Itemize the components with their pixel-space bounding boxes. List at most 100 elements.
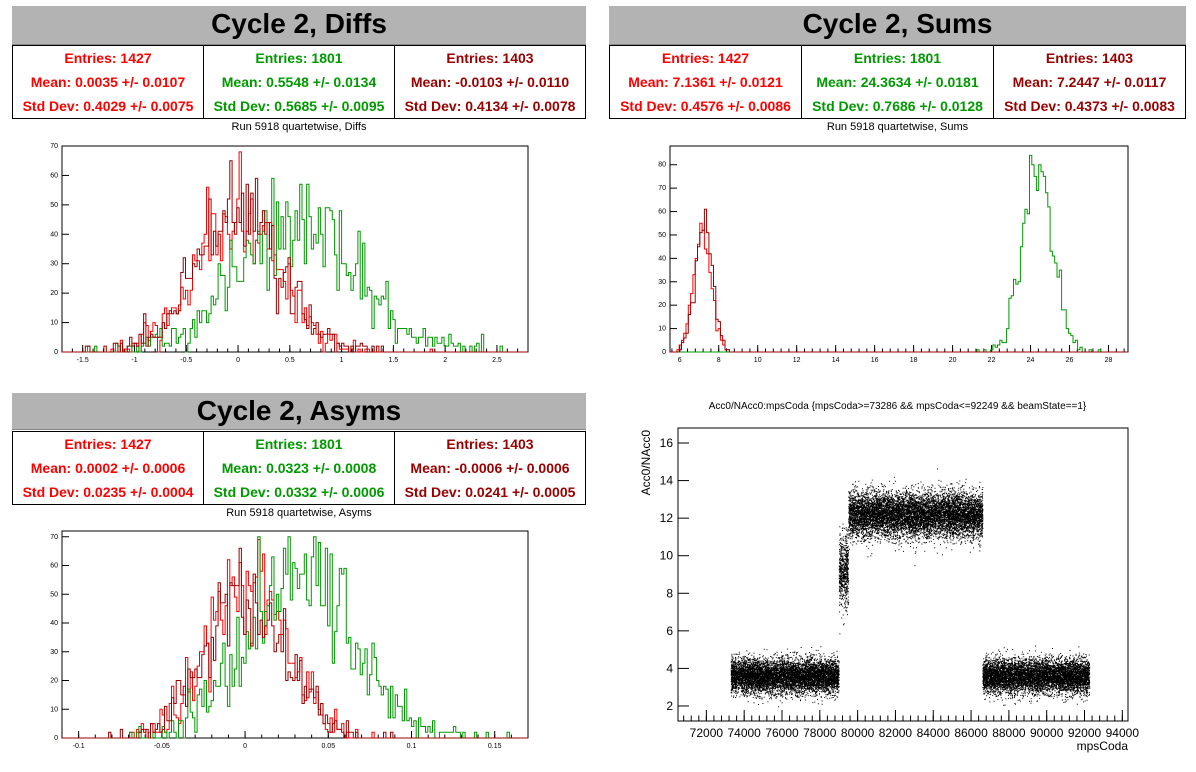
- y-tick-label: 6: [666, 624, 673, 638]
- x-tick-label: 18: [910, 357, 918, 364]
- x-tick-label: 28: [1105, 357, 1113, 364]
- x-tick-label: 8: [717, 357, 721, 364]
- y-tick-label: 10: [658, 326, 666, 333]
- x-tick-label: 22: [988, 357, 996, 364]
- x-tick-label: 10: [754, 357, 762, 364]
- y-tick-label: 2: [666, 699, 673, 713]
- stat-entries-darkred: Entries: 1403: [993, 45, 1186, 70]
- plot-subtitle-diffs: Run 5918 quartetwise, Diffs: [231, 121, 367, 133]
- histogram-series-green: [62, 536, 528, 739]
- y-tick-label: 60: [50, 172, 58, 179]
- y-tick-label: 0: [54, 349, 58, 356]
- y-tick-label: 10: [660, 549, 674, 563]
- stat-mean-red: Mean: 0.0035 +/- 0.0107: [12, 70, 204, 94]
- y-tick-label: 30: [50, 649, 58, 656]
- stat-stddev-red: Std Dev: 0.0235 +/- 0.0004: [12, 480, 204, 505]
- stat-stddev-green: Std Dev: 0.0332 +/- 0.0006: [203, 480, 395, 505]
- x-tick-label: -0.05: [154, 743, 170, 750]
- stats-box-diffs: Entries: 1427 Entries: 1801 Entries: 140…: [12, 45, 586, 119]
- y-tick-label: 4: [666, 661, 673, 675]
- stat-entries-darkred: Entries: 1403: [394, 431, 586, 456]
- y-tick-label: 70: [658, 185, 666, 192]
- y-tick-label: 20: [658, 302, 666, 309]
- x-tick-label: 74000: [727, 726, 761, 740]
- y-tick-label: 40: [658, 255, 666, 262]
- stat-stddev-green: Std Dev: 0.5685 +/- 0.0095: [203, 94, 395, 119]
- stat-stddev-red: Std Dev: 0.4576 +/- 0.0086: [609, 94, 802, 119]
- x-tick-label: 0.1: [407, 743, 417, 750]
- x-tick-label: -1: [131, 357, 137, 364]
- y-tick-label: 0: [662, 349, 666, 356]
- y-tick-label: 60: [658, 209, 666, 216]
- x-tick-label: 72000: [690, 726, 724, 740]
- scatter-points: [730, 468, 1091, 708]
- y-axis-label: Acc0/NAcc0: [639, 430, 653, 496]
- y-tick-label: 10: [50, 320, 58, 327]
- stat-mean-red: Mean: 7.1361 +/- 0.0121: [609, 70, 802, 94]
- stat-mean-green: Mean: 0.5548 +/- 0.0134: [203, 70, 395, 94]
- y-tick-label: 60: [50, 563, 58, 570]
- panel-title-asyms: Cycle 2, Asyms: [12, 393, 586, 430]
- x-tick-label: 0.15: [488, 743, 502, 750]
- y-tick-label: 70: [50, 143, 58, 150]
- y-tick-label: 8: [666, 586, 673, 600]
- x-tick-label: 0: [236, 357, 240, 364]
- x-tick-label: 24: [1027, 357, 1035, 364]
- stat-entries-darkred: Entries: 1403: [394, 45, 586, 70]
- y-tick-label: 10: [50, 706, 58, 713]
- x-tick-label: 90000: [1030, 726, 1064, 740]
- stats-box-asyms: Entries: 1427 Entries: 1801 Entries: 140…: [12, 431, 586, 505]
- scatter-title: Acc0/NAcc0:mpsCoda {mpsCoda>=73286 && mp…: [708, 401, 1087, 412]
- y-tick-label: 50: [658, 232, 666, 239]
- x-tick-label: 14: [832, 357, 840, 364]
- y-tick-label: 30: [50, 261, 58, 268]
- stat-mean-darkred: Mean: 7.2447 +/- 0.0117: [993, 70, 1186, 94]
- x-tick-label: 1.5: [389, 357, 399, 364]
- stats-box-sums: Entries: 1427 Entries: 1801 Entries: 140…: [609, 45, 1186, 119]
- y-tick-label: 40: [50, 231, 58, 238]
- histogram-series-darkred: [62, 160, 528, 353]
- y-tick-label: 50: [50, 591, 58, 598]
- stat-mean-red: Mean: 0.0002 +/- 0.0006: [12, 456, 204, 480]
- x-tick-label: 2: [443, 357, 447, 364]
- x-tick-label: 94000: [1106, 726, 1140, 740]
- stat-stddev-darkred: Std Dev: 0.4134 +/- 0.0078: [394, 94, 586, 119]
- y-tick-label: 70: [50, 534, 58, 541]
- stat-mean-green: Mean: 24.3634 +/- 0.0181: [801, 70, 994, 94]
- stat-entries-green: Entries: 1801: [801, 45, 994, 70]
- stat-mean-darkred: Mean: -0.0006 +/- 0.0006: [394, 456, 586, 480]
- x-tick-label: 86000: [954, 726, 988, 740]
- x-tick-label: 20: [949, 357, 957, 364]
- x-tick-label: 2.5: [492, 357, 502, 364]
- stat-entries-red: Entries: 1427: [12, 431, 204, 456]
- stat-entries-red: Entries: 1427: [12, 45, 204, 70]
- y-tick-label: 50: [50, 202, 58, 209]
- x-tick-label: -1.5: [77, 357, 89, 364]
- y-tick-label: 16: [660, 436, 674, 450]
- histogram-series-darkred: [62, 547, 528, 739]
- plot-subtitle-asyms: Run 5918 quartetwise, Asyms: [226, 507, 372, 519]
- stat-mean-darkred: Mean: -0.0103 +/- 0.0110: [394, 70, 586, 94]
- x-tick-label: 16: [871, 357, 879, 364]
- stat-mean-green: Mean: 0.0323 +/- 0.0008: [203, 456, 395, 480]
- panel-title-diffs: Cycle 2, Diffs: [12, 6, 586, 45]
- x-tick-label: 0: [243, 743, 247, 750]
- x-tick-label: 0.05: [321, 743, 335, 750]
- x-tick-label: 88000: [992, 726, 1026, 740]
- y-tick-label: 80: [658, 162, 666, 169]
- y-tick-label: 0: [54, 735, 58, 742]
- x-tick-label: 1: [340, 357, 344, 364]
- x-axis-label: mpsCoda: [1077, 739, 1129, 753]
- y-tick-label: 12: [660, 511, 674, 525]
- y-tick-label: 20: [50, 290, 58, 297]
- x-tick-label: 6: [678, 357, 682, 364]
- x-tick-label: 12: [793, 357, 801, 364]
- stat-stddev-red: Std Dev: 0.4029 +/- 0.0075: [12, 94, 204, 119]
- x-tick-label: 84000: [917, 726, 951, 740]
- x-tick-label: -0.1: [73, 743, 85, 750]
- y-tick-label: 20: [50, 678, 58, 685]
- x-tick-label: 92000: [1068, 726, 1102, 740]
- y-tick-label: 30: [658, 279, 666, 286]
